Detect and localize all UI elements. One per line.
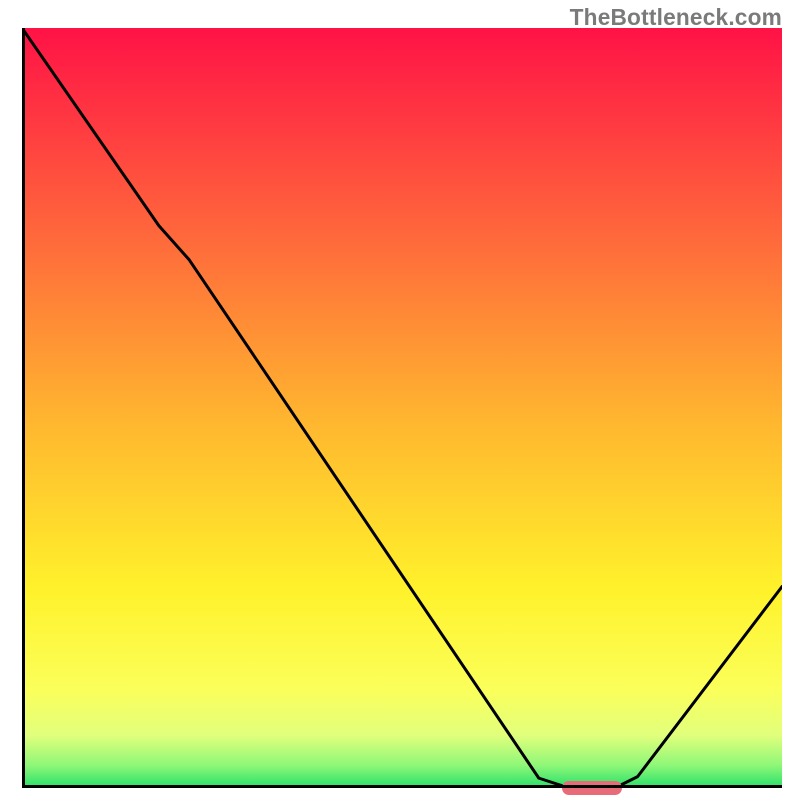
gradient-background [22, 28, 782, 788]
optimal-range-marker [562, 781, 623, 795]
watermark-text: TheBottleneck.com [570, 4, 782, 31]
plot-area [22, 28, 782, 788]
bottleneck-chart: TheBottleneck.com [0, 0, 800, 800]
